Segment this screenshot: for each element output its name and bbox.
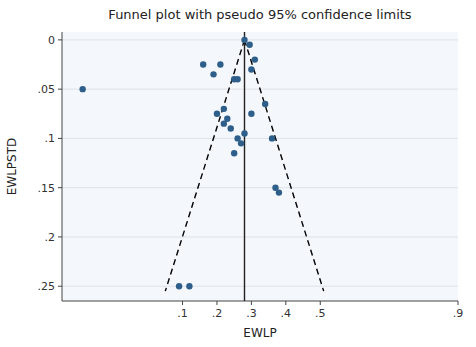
point <box>269 135 275 141</box>
point <box>262 101 268 107</box>
grid-line <box>62 187 458 188</box>
point <box>176 283 182 289</box>
funnel-line <box>245 40 324 291</box>
point <box>248 111 254 117</box>
y-tick <box>58 187 62 188</box>
point <box>241 130 247 136</box>
y-tick <box>58 286 62 287</box>
marks <box>79 32 323 301</box>
point <box>186 283 192 289</box>
point <box>248 66 254 72</box>
x-tick <box>458 301 459 305</box>
point <box>241 37 247 43</box>
y-tick-label: 0 <box>48 34 55 47</box>
y-tick-label: .15 <box>38 182 56 195</box>
point <box>276 189 282 195</box>
point <box>234 76 240 82</box>
x-tick-label: .3 <box>246 307 257 320</box>
grid-line <box>62 236 458 237</box>
y-tick-label: .05 <box>38 83 56 96</box>
funnel-line <box>165 40 244 291</box>
chart-title: Funnel plot with pseudo 95% confidence l… <box>108 7 412 22</box>
point <box>221 106 227 112</box>
point <box>210 71 216 77</box>
y-tick <box>58 236 62 237</box>
x-tick-label: .9 <box>453 307 464 320</box>
point <box>79 86 85 92</box>
y-tick-label: .2 <box>45 231 56 244</box>
x-tick-label: .1 <box>177 307 188 320</box>
point <box>238 140 244 146</box>
x-tick-label: .5 <box>315 307 326 320</box>
effect-line <box>244 32 245 301</box>
y-tick-label: .1 <box>45 132 56 145</box>
x-tick <box>182 301 183 305</box>
grid-line <box>62 39 458 40</box>
y-tick-label: .25 <box>38 280 56 293</box>
point <box>221 120 227 126</box>
x-tick <box>285 301 286 305</box>
y-tick <box>58 39 62 40</box>
y-tick <box>58 138 62 139</box>
grid-line <box>62 286 458 287</box>
x-tick <box>216 301 217 305</box>
x-tick <box>251 301 252 305</box>
point <box>252 56 258 62</box>
x-tick-label: .4 <box>281 307 292 320</box>
point <box>200 61 206 67</box>
y-axis-label: EWLPSTD <box>5 138 19 196</box>
x-axis-line <box>62 301 458 302</box>
point <box>228 125 234 131</box>
x-axis-label: EWLP <box>243 326 276 340</box>
point <box>217 61 223 67</box>
point <box>231 150 237 156</box>
x-tick-label: .2 <box>212 307 223 320</box>
y-tick <box>58 89 62 90</box>
y-axis-line <box>62 32 63 301</box>
point <box>246 42 252 48</box>
point <box>214 111 220 117</box>
plot-area <box>62 32 458 301</box>
grid-line <box>62 138 458 139</box>
x-tick <box>320 301 321 305</box>
